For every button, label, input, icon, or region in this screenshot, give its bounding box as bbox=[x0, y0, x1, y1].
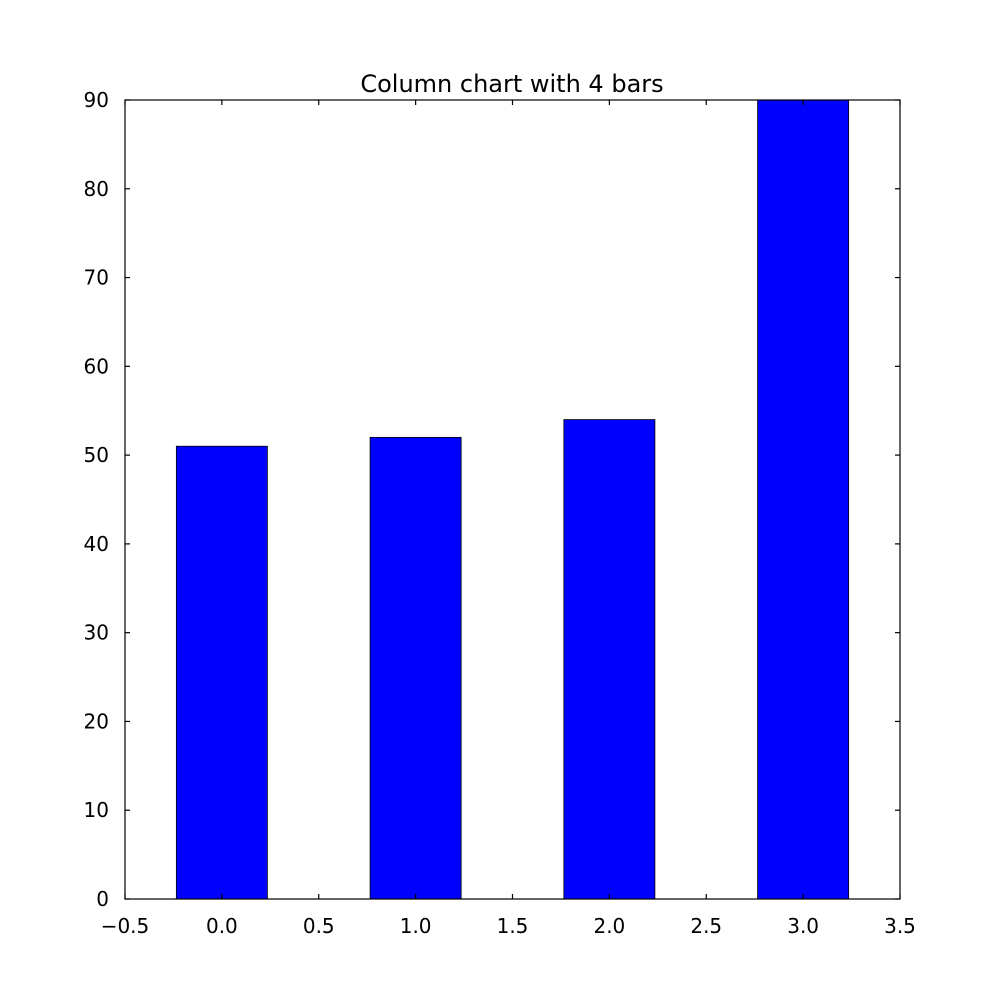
x-tick-label: −0.5 bbox=[101, 914, 150, 938]
y-tick-label: 50 bbox=[84, 443, 109, 467]
y-tick-label: 0 bbox=[96, 887, 109, 911]
x-tick-label: 1.5 bbox=[497, 914, 529, 938]
bar-0 bbox=[175, 445, 268, 900]
y-tick-label: 10 bbox=[84, 798, 109, 822]
bar-1 bbox=[369, 436, 462, 900]
x-tick-label: 0.0 bbox=[206, 914, 238, 938]
x-tick-label: 0.5 bbox=[303, 914, 335, 938]
bar-2 bbox=[563, 419, 656, 900]
x-tick-label: 2.5 bbox=[690, 914, 722, 938]
x-tick-label: 3.0 bbox=[787, 914, 819, 938]
y-tick-label: 40 bbox=[84, 532, 109, 556]
y-tick-label: 60 bbox=[84, 354, 109, 378]
y-tick-label: 90 bbox=[84, 88, 109, 112]
x-tick-label: 3.5 bbox=[884, 914, 916, 938]
ticks-layer: −0.5 0.0 0.5 1.0 1.5 2.0 2.5 3.0 3.5 0 10 20 30 40 50 6… bbox=[84, 88, 916, 938]
y-tick-label: 70 bbox=[84, 266, 109, 290]
y-tick-label: 30 bbox=[84, 621, 109, 645]
x-tick-label: 1.0 bbox=[400, 914, 432, 938]
bars-layer bbox=[175, 99, 850, 900]
x-tick-label: 2.0 bbox=[593, 914, 625, 938]
y-tick-label: 80 bbox=[84, 177, 109, 201]
bar-3 bbox=[757, 99, 850, 900]
chart-title: Column chart with 4 bars bbox=[360, 70, 663, 98]
plot-frame bbox=[124, 99, 901, 900]
y-tick-label: 20 bbox=[84, 709, 109, 733]
